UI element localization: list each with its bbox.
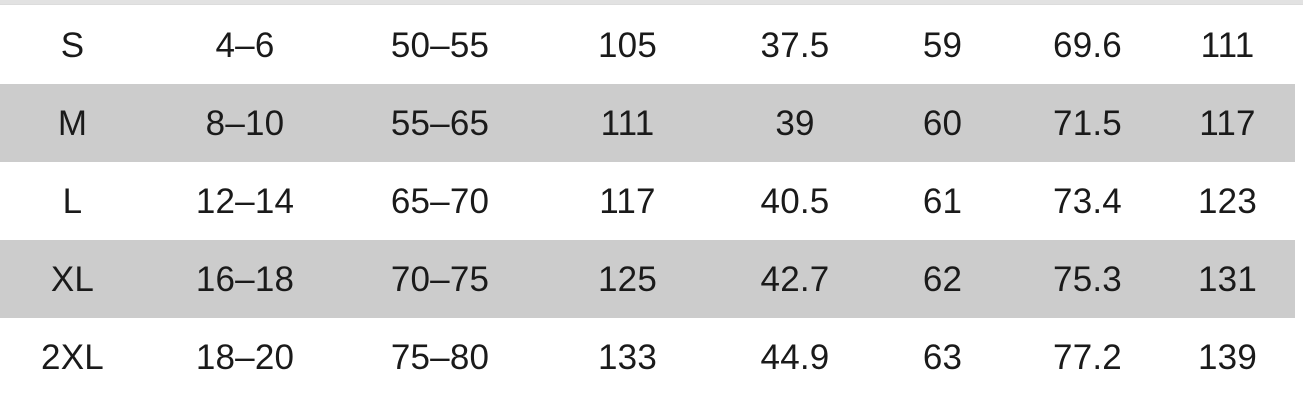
hip-cell: 139 (1160, 318, 1295, 396)
bust-cell: 105 (535, 6, 720, 84)
size-chart-table: S 4–6 50–55 105 37.5 59 69.6 111 M 8–10 … (0, 6, 1295, 396)
table-row: L 12–14 65–70 117 40.5 61 73.4 123 (0, 162, 1295, 240)
size-cell: XL (0, 240, 145, 318)
shoulder-cell: 44.9 (720, 318, 870, 396)
us-size-cell: 8–10 (145, 84, 345, 162)
length-cell: 71.5 (1015, 84, 1160, 162)
weight-cell: 75–80 (345, 318, 535, 396)
shoulder-cell: 40.5 (720, 162, 870, 240)
size-cell: S (0, 6, 145, 84)
us-size-cell: 4–6 (145, 6, 345, 84)
us-size-cell: 16–18 (145, 240, 345, 318)
length-cell: 77.2 (1015, 318, 1160, 396)
size-cell: 2XL (0, 318, 145, 396)
sleeve-cell: 59 (870, 6, 1015, 84)
us-size-cell: 18–20 (145, 318, 345, 396)
hip-cell: 111 (1160, 6, 1295, 84)
weight-cell: 50–55 (345, 6, 535, 84)
length-cell: 75.3 (1015, 240, 1160, 318)
table-top-divider (0, 0, 1303, 5)
table-row: 2XL 18–20 75–80 133 44.9 63 77.2 139 (0, 318, 1295, 396)
hip-cell: 117 (1160, 84, 1295, 162)
length-cell: 73.4 (1015, 162, 1160, 240)
weight-cell: 70–75 (345, 240, 535, 318)
sleeve-cell: 62 (870, 240, 1015, 318)
shoulder-cell: 37.5 (720, 6, 870, 84)
table-row: XL 16–18 70–75 125 42.7 62 75.3 131 (0, 240, 1295, 318)
bust-cell: 125 (535, 240, 720, 318)
bust-cell: 133 (535, 318, 720, 396)
shoulder-cell: 39 (720, 84, 870, 162)
length-cell: 69.6 (1015, 6, 1160, 84)
bust-cell: 111 (535, 84, 720, 162)
shoulder-cell: 42.7 (720, 240, 870, 318)
size-cell: M (0, 84, 145, 162)
hip-cell: 131 (1160, 240, 1295, 318)
weight-cell: 55–65 (345, 84, 535, 162)
sleeve-cell: 61 (870, 162, 1015, 240)
weight-cell: 65–70 (345, 162, 535, 240)
table-row: M 8–10 55–65 111 39 60 71.5 117 (0, 84, 1295, 162)
table-row: S 4–6 50–55 105 37.5 59 69.6 111 (0, 6, 1295, 84)
us-size-cell: 12–14 (145, 162, 345, 240)
sleeve-cell: 63 (870, 318, 1015, 396)
sleeve-cell: 60 (870, 84, 1015, 162)
hip-cell: 123 (1160, 162, 1295, 240)
size-chart-table-body: S 4–6 50–55 105 37.5 59 69.6 111 M 8–10 … (0, 6, 1295, 396)
size-cell: L (0, 162, 145, 240)
bust-cell: 117 (535, 162, 720, 240)
